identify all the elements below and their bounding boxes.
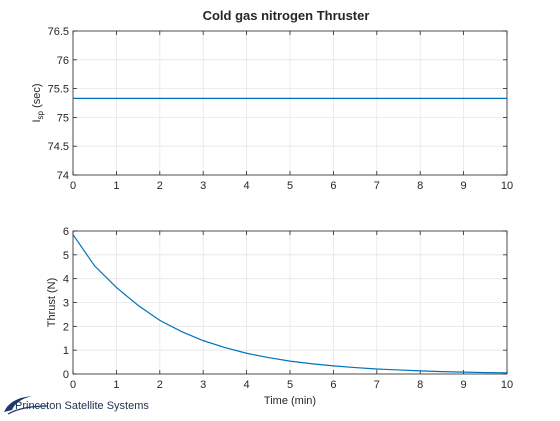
isp-xtick-label: 7 [374,180,380,192]
thrust-ytick-label: 1 [63,345,69,357]
thrust-ytick-label: 6 [63,226,69,238]
thrust-xtick-label: 7 [374,379,380,391]
thrust-xlabel: Time (min) [264,395,316,407]
thrust-ytick-label: 2 [63,321,69,333]
isp-xtick-label: 10 [501,180,513,192]
thrust-xtick-label: 8 [417,379,423,391]
isp-ytick-label: 76 [57,55,69,67]
isp-ylabel: Isp (sec) [31,83,45,122]
bottom-axes-thrust: 0 1 2 3 4 5 6 7 8 9 10 0 1 2 3 4 5 6 Thrust (N) Time (min) [46,226,513,407]
princeton-satellite-systems-logo [2,392,162,416]
isp-xtick-label: 3 [200,180,206,192]
thrust-ytick-label: 0 [63,369,69,381]
isp-xtick-label: 2 [157,180,163,192]
isp-xtick-label: 5 [287,180,293,192]
logo-text: Princeton Satellite Systems [15,400,149,412]
thrust-ytick-label: 4 [63,274,69,286]
thrust-ytick-label: 3 [63,298,69,310]
isp-ytick-label: 75 [57,112,69,124]
isp-ytick-label: 75.5 [48,84,69,96]
thrust-ytick-label: 5 [63,250,69,262]
isp-xtick-label: 1 [113,180,119,192]
thrust-ylabel: Thrust (N) [46,278,58,328]
isp-xtick-label: 4 [244,180,250,192]
thrust-xtick-label: 9 [461,379,467,391]
swoosh-icon [4,396,49,415]
isp-xtick-label: 8 [417,180,423,192]
thrust-xtick-label: 3 [200,379,206,391]
thrust-xtick-label: 5 [287,379,293,391]
thrust-series-line [72,234,508,374]
thrust-xtick-label: 1 [113,379,119,391]
thrust-xtick-label: 4 [244,379,250,391]
thrust-xtick-label: 10 [501,379,513,391]
isp-ytick-label: 74 [57,170,69,182]
figure-title: Cold gas nitrogen Thruster [203,8,370,23]
isp-ytick-label: 74.5 [48,141,69,153]
thrust-xtick-label: 6 [330,379,336,391]
thrust-xtick-label: 0 [70,379,76,391]
isp-ytick-label: 76.5 [48,26,69,38]
thrust-xtick-label: 2 [157,379,163,391]
top-axes-isp: 0 1 2 3 4 5 6 7 8 9 10 74 74.5 75 75.5 76 76.5 Isp (sec) [31,26,513,192]
isp-xtick-label: 0 [70,180,76,192]
isp-xtick-label: 6 [330,180,336,192]
isp-xtick-label: 9 [461,180,467,192]
